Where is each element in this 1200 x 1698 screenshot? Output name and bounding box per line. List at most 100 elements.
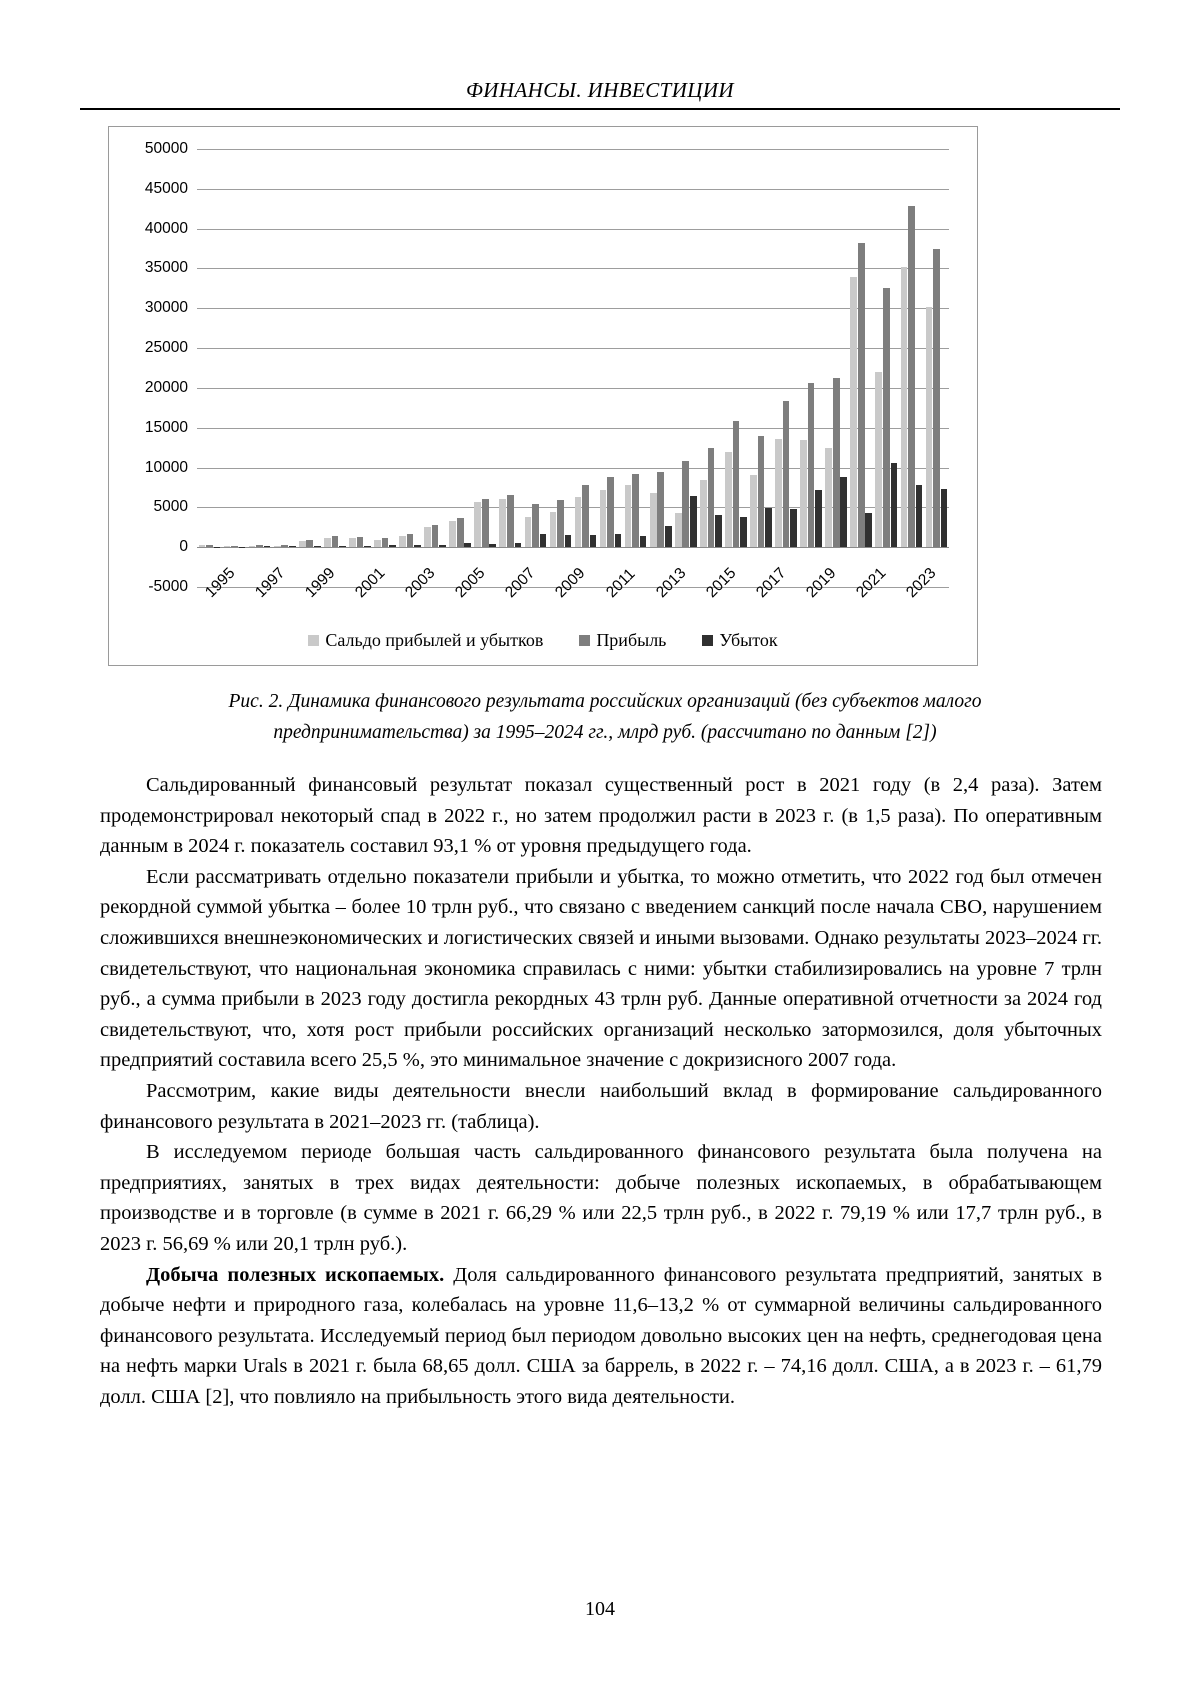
chart-bar-profit	[256, 544, 263, 548]
chart-legend-item: Сальдо прибылей и убытков	[308, 630, 543, 651]
chart-gridline: 10000	[145, 459, 949, 476]
chart-y-tick-label: 35000	[144, 259, 188, 277]
chart-bar-saldo	[750, 475, 757, 548]
chart-legend: Сальдо прибылей и убытков Прибыль Убыток	[109, 630, 977, 651]
chart-bar-saldo	[499, 499, 507, 548]
chart-bar-profit	[757, 436, 765, 548]
chart-bar-profit	[381, 538, 389, 548]
chart-legend-label: Сальдо прибылей и убытков	[325, 630, 544, 650]
chart-bar-group	[799, 149, 824, 587]
chart-bar-group	[197, 149, 222, 587]
chart-bar-group	[849, 149, 874, 587]
chart-bar-profit	[306, 540, 314, 548]
chart-bar-profit	[807, 383, 815, 548]
chart-bar-saldo	[524, 516, 532, 548]
paragraph-p3: Рассмотрим, какие виды деятельности внес…	[100, 1079, 1102, 1133]
chart-bar-loss	[815, 489, 822, 548]
chart-bar-profit	[431, 524, 439, 548]
chart-gridline: 35000	[145, 259, 949, 276]
figure-caption-line-1: Рис. 2. Динамика финансового результата …	[228, 691, 982, 712]
running-head: ФИНАНСЫ. ИНВЕСТИЦИИ	[466, 78, 734, 102]
chart-bar-profit	[908, 205, 915, 548]
chart-bar-saldo	[825, 448, 832, 548]
chart-bar-loss	[915, 485, 923, 548]
body-text: Сальдированный финансовый результат пока…	[100, 770, 1102, 1412]
chart-bar-profit	[356, 536, 364, 548]
chart-bar-loss	[539, 534, 547, 548]
chart-y-tick-label: 50000	[144, 140, 188, 157]
chart-y-tick-label: 15000	[144, 418, 188, 436]
chart-bar-group	[748, 149, 773, 587]
chart-gridline: 5000	[154, 498, 949, 515]
chart-gridline: 30000	[145, 299, 949, 316]
chart-bar-loss	[514, 542, 522, 548]
chart-bar-profit	[532, 504, 539, 548]
chart-bar-saldo	[925, 306, 933, 548]
paragraph-lead: Добыча полезных ископаемых.	[146, 1263, 445, 1286]
chart-bar-profit	[832, 378, 840, 548]
paragraph-p5: Добыча полезных ископаемых. Доля сальдир…	[100, 1263, 1102, 1408]
chart-bar-saldo	[649, 492, 657, 548]
figure-chart-container: -5000 0 5000 10000 15000 20000 25000 30000 35000…	[108, 126, 978, 666]
chart-bar-saldo	[624, 484, 632, 548]
chart-bar-profit	[657, 471, 665, 548]
chart-bar-saldo	[248, 545, 256, 548]
chart-bar-group	[698, 149, 723, 587]
chart-bar-group	[673, 149, 698, 587]
chart-gridline: 40000	[145, 220, 949, 237]
chart-legend-label: Убыток	[719, 630, 778, 650]
chart-gridline: 50000	[145, 140, 949, 157]
chart-bar-profit	[281, 544, 289, 548]
chart-bar-saldo	[700, 480, 707, 548]
chart-bar-saldo	[298, 541, 306, 548]
chart-bar-group	[473, 149, 498, 587]
paragraph-p1: Сальдированный финансовый результат пока…	[100, 774, 1102, 858]
chart-bar-group	[899, 149, 924, 587]
chart-bar-loss	[940, 489, 948, 548]
chart-bar-loss	[489, 544, 497, 548]
chart-gridline: 15000	[145, 419, 949, 436]
chart-bar-group	[824, 149, 849, 587]
chart-legend-item: Прибыль	[579, 630, 666, 651]
chart-bar-loss	[564, 535, 572, 548]
chart-bar-saldo	[775, 438, 782, 548]
chart-bar-saldo	[574, 496, 582, 548]
chart-bar-profit	[406, 533, 414, 548]
chart-bar-saldo	[474, 501, 482, 548]
chart-y-tick-label: 5000	[153, 498, 188, 516]
chart-bar-loss	[464, 543, 472, 548]
chart-bar-loss	[213, 546, 221, 548]
chart-bar-saldo	[549, 511, 557, 548]
chart-bar-profit	[231, 545, 238, 548]
chart-bar-group	[347, 149, 372, 587]
chart-gridline: 25000	[145, 339, 949, 356]
paragraph-p2: Если рассматривать отдельно показатели п…	[100, 865, 1102, 1072]
chart-y-tick-label: 30000	[144, 299, 188, 317]
chart-bar-loss	[890, 462, 898, 548]
header-rule	[80, 108, 1120, 110]
chart-bars	[197, 149, 949, 587]
chart-bar-loss	[865, 513, 873, 548]
chart-bar-saldo	[273, 546, 281, 548]
chart-bar-profit	[557, 500, 564, 548]
chart-bar-group	[573, 149, 598, 587]
paragraph-p4: В исследуемом периоде большая часть саль…	[100, 1141, 1102, 1255]
chart-bar-profit	[481, 498, 489, 548]
chart-bar-saldo	[599, 490, 607, 548]
legend-swatch-icon	[308, 635, 320, 646]
chart-bar-saldo	[800, 440, 807, 548]
chart-bar-group	[623, 149, 648, 587]
chart-bar-loss	[364, 545, 371, 548]
chart-bar-group	[222, 149, 247, 587]
chart-bar-profit	[857, 242, 865, 548]
chart-bar-loss	[263, 546, 271, 548]
chart-bar-saldo	[349, 538, 356, 548]
chart-bar-loss	[790, 509, 797, 548]
chart-gridline: 45000	[145, 180, 949, 197]
chart-bar-saldo	[875, 371, 883, 548]
chart-bar-saldo	[850, 277, 858, 548]
chart-bar-loss	[589, 535, 597, 548]
chart-y-tick-label: -5000	[148, 578, 188, 595]
chart-bar-profit	[632, 473, 639, 548]
